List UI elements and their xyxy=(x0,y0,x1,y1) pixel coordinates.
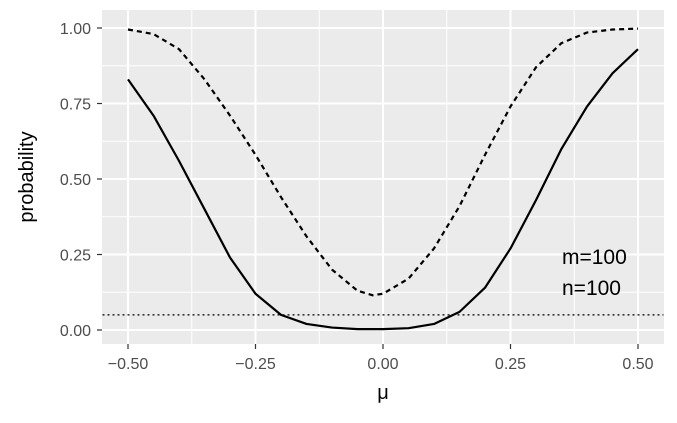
y-tick-label: 0.25 xyxy=(60,248,91,265)
annotation-n: n=100 xyxy=(562,277,621,300)
y-axis-ticks: 0.00 0.25 0.50 0.75 1.00 xyxy=(60,21,102,340)
y-tick-label: 0.50 xyxy=(60,172,91,189)
series-layer xyxy=(102,27,664,331)
x-axis-ticks: −0.50 −0.25 0.00 0.25 0.50 xyxy=(108,344,654,373)
series-line-dashed xyxy=(127,27,639,297)
x-tick-label: −0.25 xyxy=(235,356,276,373)
x-tick-label: 0.00 xyxy=(367,356,398,373)
x-axis-title: μ xyxy=(377,382,389,404)
x-tick-label: 0.50 xyxy=(622,356,653,373)
y-tick-label: 0.00 xyxy=(60,323,91,340)
y-tick-label: 1.00 xyxy=(60,21,91,38)
series-line-solid xyxy=(127,48,639,331)
y-axis-title: probability xyxy=(16,131,38,222)
annotation-m: m=100 xyxy=(562,246,627,269)
x-tick-label: −0.50 xyxy=(108,356,149,373)
y-tick-label: 0.75 xyxy=(60,97,91,114)
x-tick-label: 0.25 xyxy=(495,356,526,373)
